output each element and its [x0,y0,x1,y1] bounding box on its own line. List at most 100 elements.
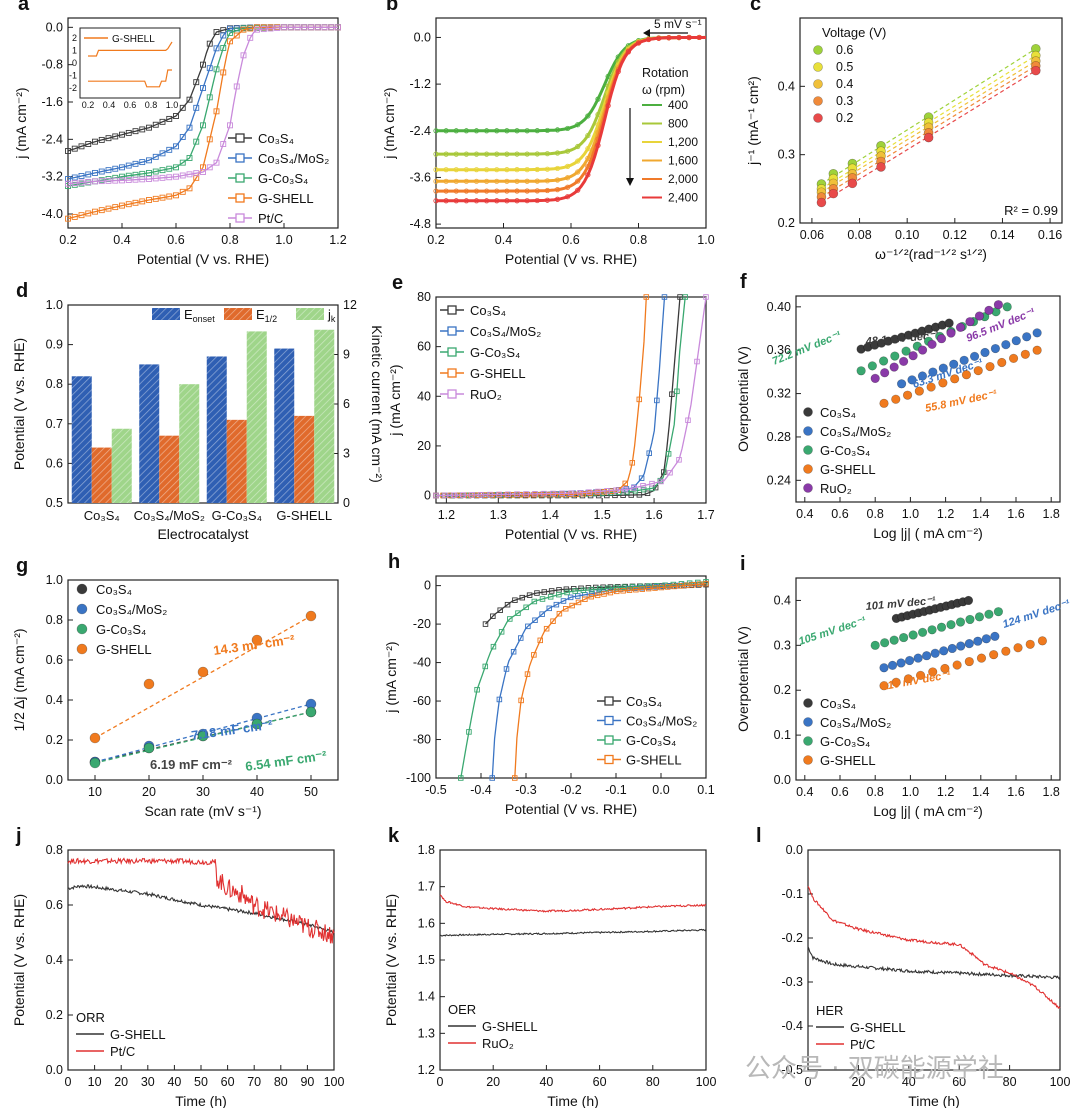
data-point [534,197,540,204]
data-point [442,492,448,499]
data-point [463,128,469,134]
data-point [563,586,570,592]
data-point [98,136,105,143]
data-point [484,151,490,157]
panel-letter: f [740,271,747,293]
data-point [952,660,962,670]
legend-label: G-SHELL [850,1020,906,1035]
data-point [974,612,985,622]
data-point [904,655,915,666]
data-point [891,394,901,404]
x-tick-label: 1.0 [902,507,919,521]
x-tick-label: 1.4 [542,508,559,522]
x-tick-label: 20 [114,1075,128,1089]
data-point [990,631,1000,641]
legend-label: Pt/C [258,211,283,226]
legend-label: Pt/C [850,1037,875,1052]
x-axis-title: Time (h) [547,1093,599,1108]
bar [111,428,132,503]
data-point [186,124,193,131]
capacitance-label: 6.54 mF cm⁻² [244,748,328,774]
data-point [587,490,593,496]
y-axis-title: j (mA cm⁻²) [381,87,397,159]
data-point [518,635,524,641]
data-point [585,113,591,119]
data-point [514,167,520,173]
data-point [539,596,546,602]
y-tick-label: 0.7 [46,417,63,431]
data-point [504,128,510,134]
data-point [816,197,827,208]
legend-swatch [224,308,252,320]
x-tick-label: 1.0 [697,233,714,247]
data-point [443,178,449,184]
data-point [125,172,132,179]
x-tick-label: 0.0 [652,783,669,797]
x-tick-label: 0.8 [867,507,884,521]
x-axis-title: Log |j| ( mA cm⁻²) [873,803,983,819]
legend-label: G-Co₃S₄ [258,171,308,186]
data-point [453,128,459,134]
data-point [1013,643,1023,653]
inset-tick-label: -2 [69,83,77,93]
y2-tick-label: 0 [343,496,350,510]
data-point [173,192,179,199]
data-point [247,25,254,32]
legend-label: G-SHELL [820,462,876,477]
data-point [938,363,948,373]
legend-marker [813,45,823,55]
data-point [132,160,139,167]
data-point [484,128,490,134]
legend-title: Voltage (V) [822,25,886,40]
x-axis-title: Potential (V vs. RHE) [505,251,637,267]
data-point [504,151,510,157]
series-line [439,894,707,913]
legend-label: Co₃S₄ [96,582,132,597]
data-point [605,103,611,109]
y-tick-label: -0.4 [781,1019,803,1033]
legend-label: G-SHELL [258,191,314,206]
y-tick-label: 0.5 [46,496,63,510]
data-point [514,151,520,157]
data-point [620,492,626,498]
x-tick-label: 10 [88,785,102,799]
data-point [913,653,923,663]
panel-c: 0.06 0.08 0.10 0.12 0.14 0.16 0.2 0.3 0.4 ω⁻¹ᐟ²(r… [745,0,1063,262]
data-point [944,318,954,328]
data-point [632,488,639,494]
data-point [532,491,538,497]
data-point [166,146,173,153]
panel-letter: i [740,553,746,575]
data-point [575,143,581,150]
y-tick-label: 0.0 [46,773,63,787]
data-point [504,178,510,184]
legend-label: Co₃S₄ [820,696,856,711]
panel-letter: g [16,555,28,577]
y-tick-label: 0.2 [778,216,795,230]
bar [274,348,295,503]
data-point [959,355,969,365]
data-point [65,215,71,222]
legend-marker [76,623,88,635]
x-axis-title: Electrocatalyst [157,526,248,542]
data-point [613,584,619,591]
data-point [856,366,866,376]
data-point [524,491,530,498]
data-point [965,614,975,625]
data-point [665,584,671,590]
y-tick-label: 1.3 [418,1026,435,1040]
data-point [635,40,642,46]
data-point [901,346,911,356]
data-point [89,757,101,769]
data-point [523,604,529,611]
data-point [514,188,520,194]
data-point [565,125,571,132]
data-point [626,587,633,593]
data-point [585,172,591,178]
legend-label: 800 [668,117,688,131]
data-point [494,151,500,157]
series-line [491,583,707,779]
data-point [510,492,516,498]
data-point [567,594,574,601]
y-tick-label: 0.0 [414,30,431,44]
